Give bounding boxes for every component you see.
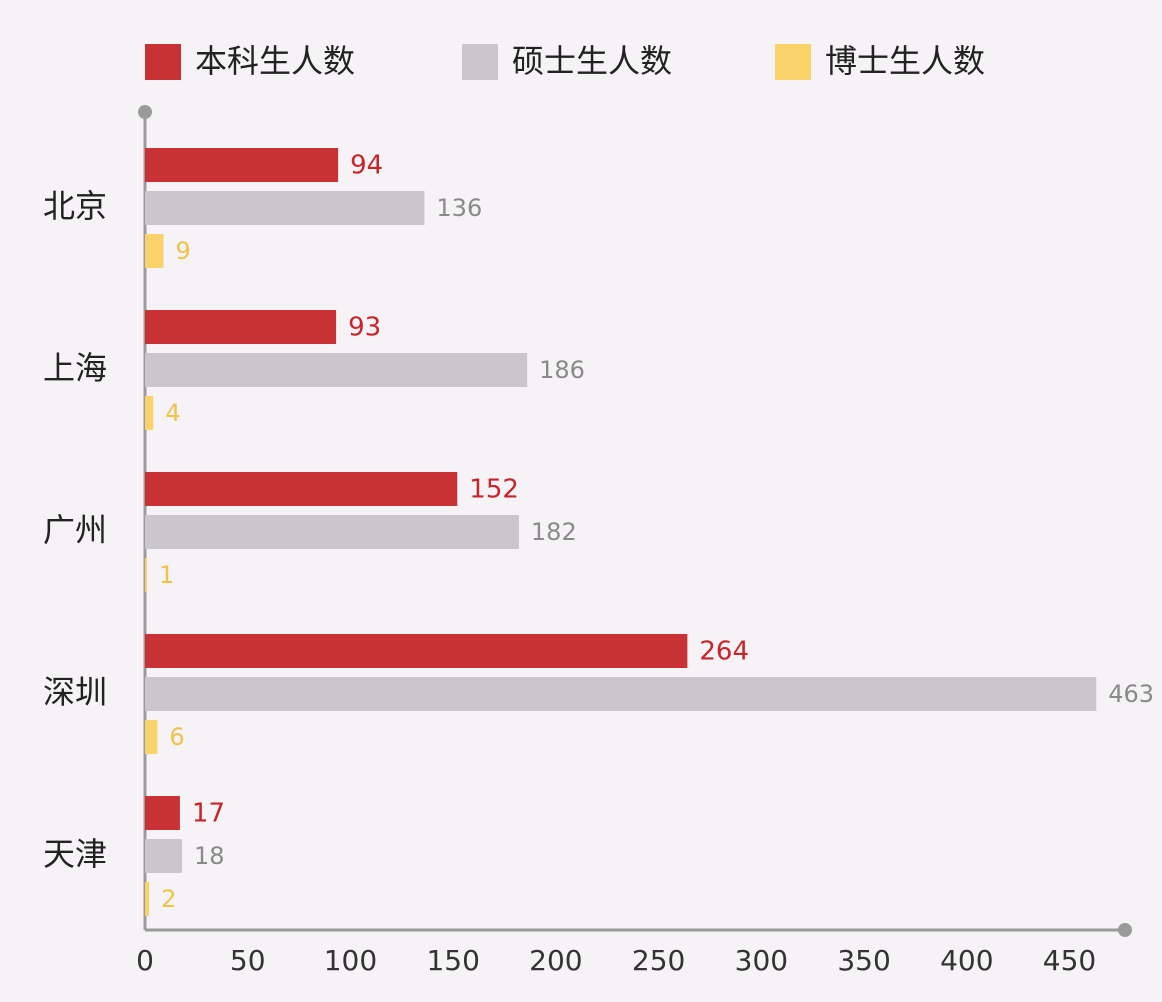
bar [145, 191, 425, 225]
y-tick-label: 上海 [43, 349, 107, 387]
bar [145, 472, 458, 506]
y-tick-label: 北京 [43, 187, 107, 225]
x-tick-label: 450 [1043, 944, 1096, 977]
legend-swatch [462, 44, 498, 80]
bar [145, 234, 164, 268]
bar [145, 677, 1097, 711]
value-label: 18 [194, 842, 225, 870]
bar [145, 515, 519, 549]
value-label: 1 [159, 561, 174, 589]
y-tick-label: 天津 [43, 835, 107, 873]
bar [145, 720, 158, 754]
value-label: 463 [1108, 680, 1154, 708]
x-tick-label: 400 [940, 944, 993, 977]
bar [145, 396, 154, 430]
value-label: 136 [436, 194, 482, 222]
axis-end [138, 105, 152, 119]
x-tick-label: 150 [426, 944, 479, 977]
y-tick-label: 广州 [43, 511, 107, 549]
bar [145, 634, 688, 668]
bar [145, 558, 148, 592]
legend-label: 本科生人数 [195, 42, 355, 80]
bar [145, 353, 528, 387]
bar [145, 796, 180, 830]
value-label: 2 [161, 885, 176, 913]
value-label: 186 [539, 356, 585, 384]
value-label: 94 [350, 151, 383, 181]
bar [145, 310, 337, 344]
legend-swatch [775, 44, 811, 80]
value-label: 17 [192, 799, 225, 829]
legend-label: 博士生人数 [825, 42, 985, 80]
x-tick-label: 50 [230, 944, 266, 977]
x-tick-label: 300 [735, 944, 788, 977]
y-tick-label: 深圳 [43, 673, 107, 711]
value-label: 182 [531, 518, 577, 546]
bar [145, 148, 339, 182]
legend-swatch [145, 44, 181, 80]
bar [145, 882, 150, 916]
x-tick-label: 0 [136, 944, 154, 977]
x-tick-label: 350 [837, 944, 890, 977]
legend-label: 硕士生人数 [512, 42, 672, 80]
x-tick-label: 200 [529, 944, 582, 977]
value-label: 4 [165, 399, 180, 427]
value-label: 6 [169, 723, 184, 751]
x-tick-label: 250 [632, 944, 685, 977]
bar [145, 839, 182, 873]
x-tick-label: 100 [324, 944, 377, 977]
value-label: 9 [175, 237, 190, 265]
value-label: 264 [699, 637, 749, 667]
value-label: 152 [469, 475, 519, 505]
axis-end [1118, 923, 1132, 937]
value-label: 93 [348, 313, 381, 343]
